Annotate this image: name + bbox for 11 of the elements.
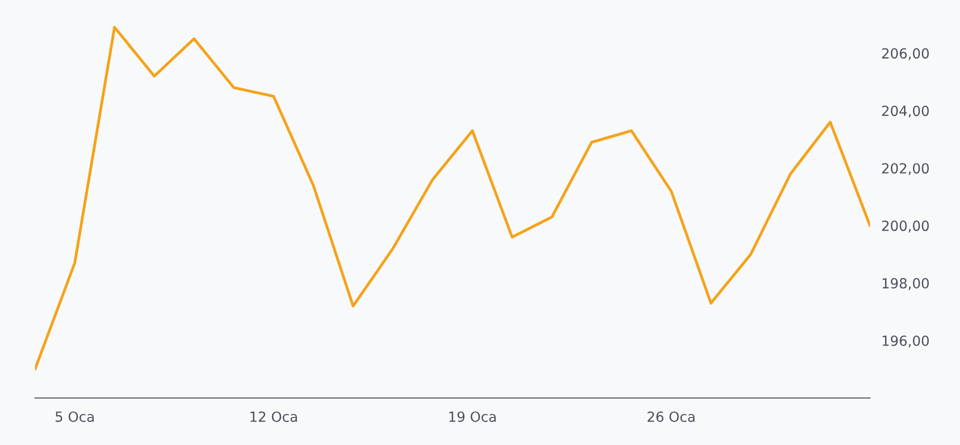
x-tick-label: 19 Oca (449, 411, 496, 422)
y-tick-label: 202,00 (882, 163, 929, 175)
line-series (35, 26, 870, 371)
y-tick-label: 196,00 (882, 335, 929, 348)
y-tick-label: 200,00 (882, 220, 929, 232)
y-tick-label: 206,00 (882, 48, 929, 60)
x-tick-label: 26 Oca (648, 411, 695, 422)
x-tick-label: 5 Oca (56, 411, 94, 422)
x-tick-label: 12 Oca (250, 411, 297, 422)
y-tick-label: 198,00 (882, 278, 929, 290)
y-tick-label: 204,00 (882, 106, 929, 118)
